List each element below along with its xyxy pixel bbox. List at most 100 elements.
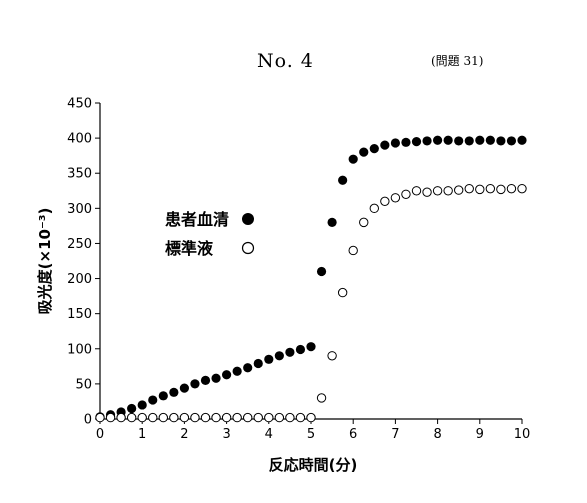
patient-serum-point: [200, 375, 211, 385]
y-tick-label: 300: [67, 202, 92, 217]
patient-serum-point: [369, 144, 379, 154]
standard-solution-point: [148, 412, 158, 423]
x-tick-label: 1: [138, 427, 146, 442]
patient-serum-point: [179, 383, 189, 393]
standard-solution-point: [517, 183, 527, 194]
standard-solution-point: [359, 217, 369, 228]
y-tick-label: 0: [84, 413, 92, 428]
standard-solution-point: [285, 412, 295, 423]
standard-solution-point: [264, 412, 274, 423]
x-axis-label: 反応時間(分): [269, 456, 358, 474]
standard-solution-point: [190, 412, 200, 423]
question-reference: (問題 31): [431, 54, 484, 68]
patient-serum-point: [127, 403, 137, 414]
x-tick-label: 4: [265, 427, 273, 442]
patient-serum-point: [253, 358, 263, 369]
standard-solution-point: [485, 183, 496, 194]
patient-serum-point: [348, 154, 358, 164]
standard-solution-point: [506, 183, 517, 194]
patient-serum-point: [433, 135, 443, 145]
patient-serum-point: [222, 370, 232, 380]
standard-solution-point: [422, 187, 432, 197]
patient-serum-point: [443, 135, 453, 145]
x-tick-label: 10: [514, 427, 531, 442]
patient-serum-point: [232, 366, 242, 376]
patient-serum-point: [506, 136, 517, 146]
standard-solution-point: [295, 412, 306, 423]
x-tick-label: 5: [307, 427, 315, 442]
patient-serum-point: [475, 135, 485, 145]
standard-solution-point: [411, 186, 422, 196]
patient-serum-point: [211, 373, 221, 383]
standard-solution-point: [496, 184, 506, 195]
patient-serum-point: [517, 135, 527, 145]
patient-serum-point: [411, 137, 422, 147]
patient-serum-point: [169, 387, 179, 397]
y-tick-label: 200: [67, 272, 92, 287]
patient-serum-point: [306, 342, 316, 352]
patient-serum-point: [316, 266, 327, 277]
data-points: [95, 135, 527, 423]
standard-solution-point: [95, 412, 105, 423]
patient-serum-point: [274, 351, 284, 361]
x-tick-label: 0: [96, 427, 104, 442]
standard-solution-point: [432, 186, 443, 196]
patient-serum-point: [390, 138, 400, 148]
patient-serum-point: [496, 136, 506, 146]
patient-serum-point: [359, 147, 369, 157]
patient-serum-point: [454, 136, 464, 146]
standard-solution-point: [316, 393, 327, 403]
patient-serum-point: [295, 344, 306, 355]
x-tick-label: 2: [180, 427, 188, 442]
y-tick-label: 400: [67, 132, 92, 147]
standard-solution-point: [169, 412, 179, 423]
legend-open-circle-icon: [241, 241, 255, 255]
page-number: No. 4: [257, 50, 314, 72]
x-tick-label: 8: [433, 427, 441, 442]
standard-solution-point: [211, 412, 221, 423]
legend-filled-circle-icon: [242, 213, 254, 225]
standard-solution-point: [232, 412, 242, 423]
standard-solution-point: [369, 203, 379, 214]
standard-solution-point: [327, 351, 337, 361]
standard-solution-point: [253, 412, 263, 423]
standard-solution-point: [337, 287, 348, 298]
standard-solution-point: [475, 184, 485, 195]
x-tick-label: 7: [391, 427, 399, 442]
patient-serum-point: [137, 400, 147, 410]
standard-solution-point: [443, 186, 453, 196]
standard-solution-point: [200, 412, 211, 423]
standard-solution-point: [380, 196, 390, 207]
patient-serum-point: [422, 136, 432, 146]
y-tick-label: 450: [67, 97, 92, 112]
patient-serum-point: [485, 135, 495, 145]
legend-label: 標準液: [165, 239, 214, 258]
axes: [99, 103, 522, 420]
patient-serum-point: [190, 379, 200, 389]
standard-solution-point: [221, 412, 232, 423]
standard-solution-point: [105, 412, 116, 423]
patient-serum-point: [264, 354, 274, 364]
y-tick-label: 150: [67, 307, 92, 322]
patient-serum-point: [148, 395, 158, 405]
standard-solution-point: [401, 189, 411, 199]
standard-solution-point: [464, 183, 474, 194]
x-tick-label: 3: [222, 427, 230, 442]
standard-solution-point: [243, 412, 253, 423]
legend-label: 患者血清: [165, 210, 229, 229]
x-tick-label: 9: [476, 427, 484, 442]
standard-solution-point: [126, 412, 137, 423]
y-tick-label: 100: [67, 342, 92, 357]
standard-solution-point: [158, 412, 169, 423]
patient-serum-point: [401, 137, 411, 147]
standard-solution-point: [390, 193, 401, 203]
y-tick-label: 350: [67, 167, 92, 182]
y-axis-label: 吸光度(×10⁻³): [36, 208, 54, 315]
patient-serum-point: [464, 136, 474, 146]
tick-group: 0 50 100 150 200 250 300 350 400 450 0 1 2 3 4 5 6 7 8 9 10: [67, 97, 530, 443]
y-tick-label: 250: [67, 237, 92, 252]
standard-solution-point: [454, 185, 464, 195]
standard-solution-point: [137, 412, 147, 423]
